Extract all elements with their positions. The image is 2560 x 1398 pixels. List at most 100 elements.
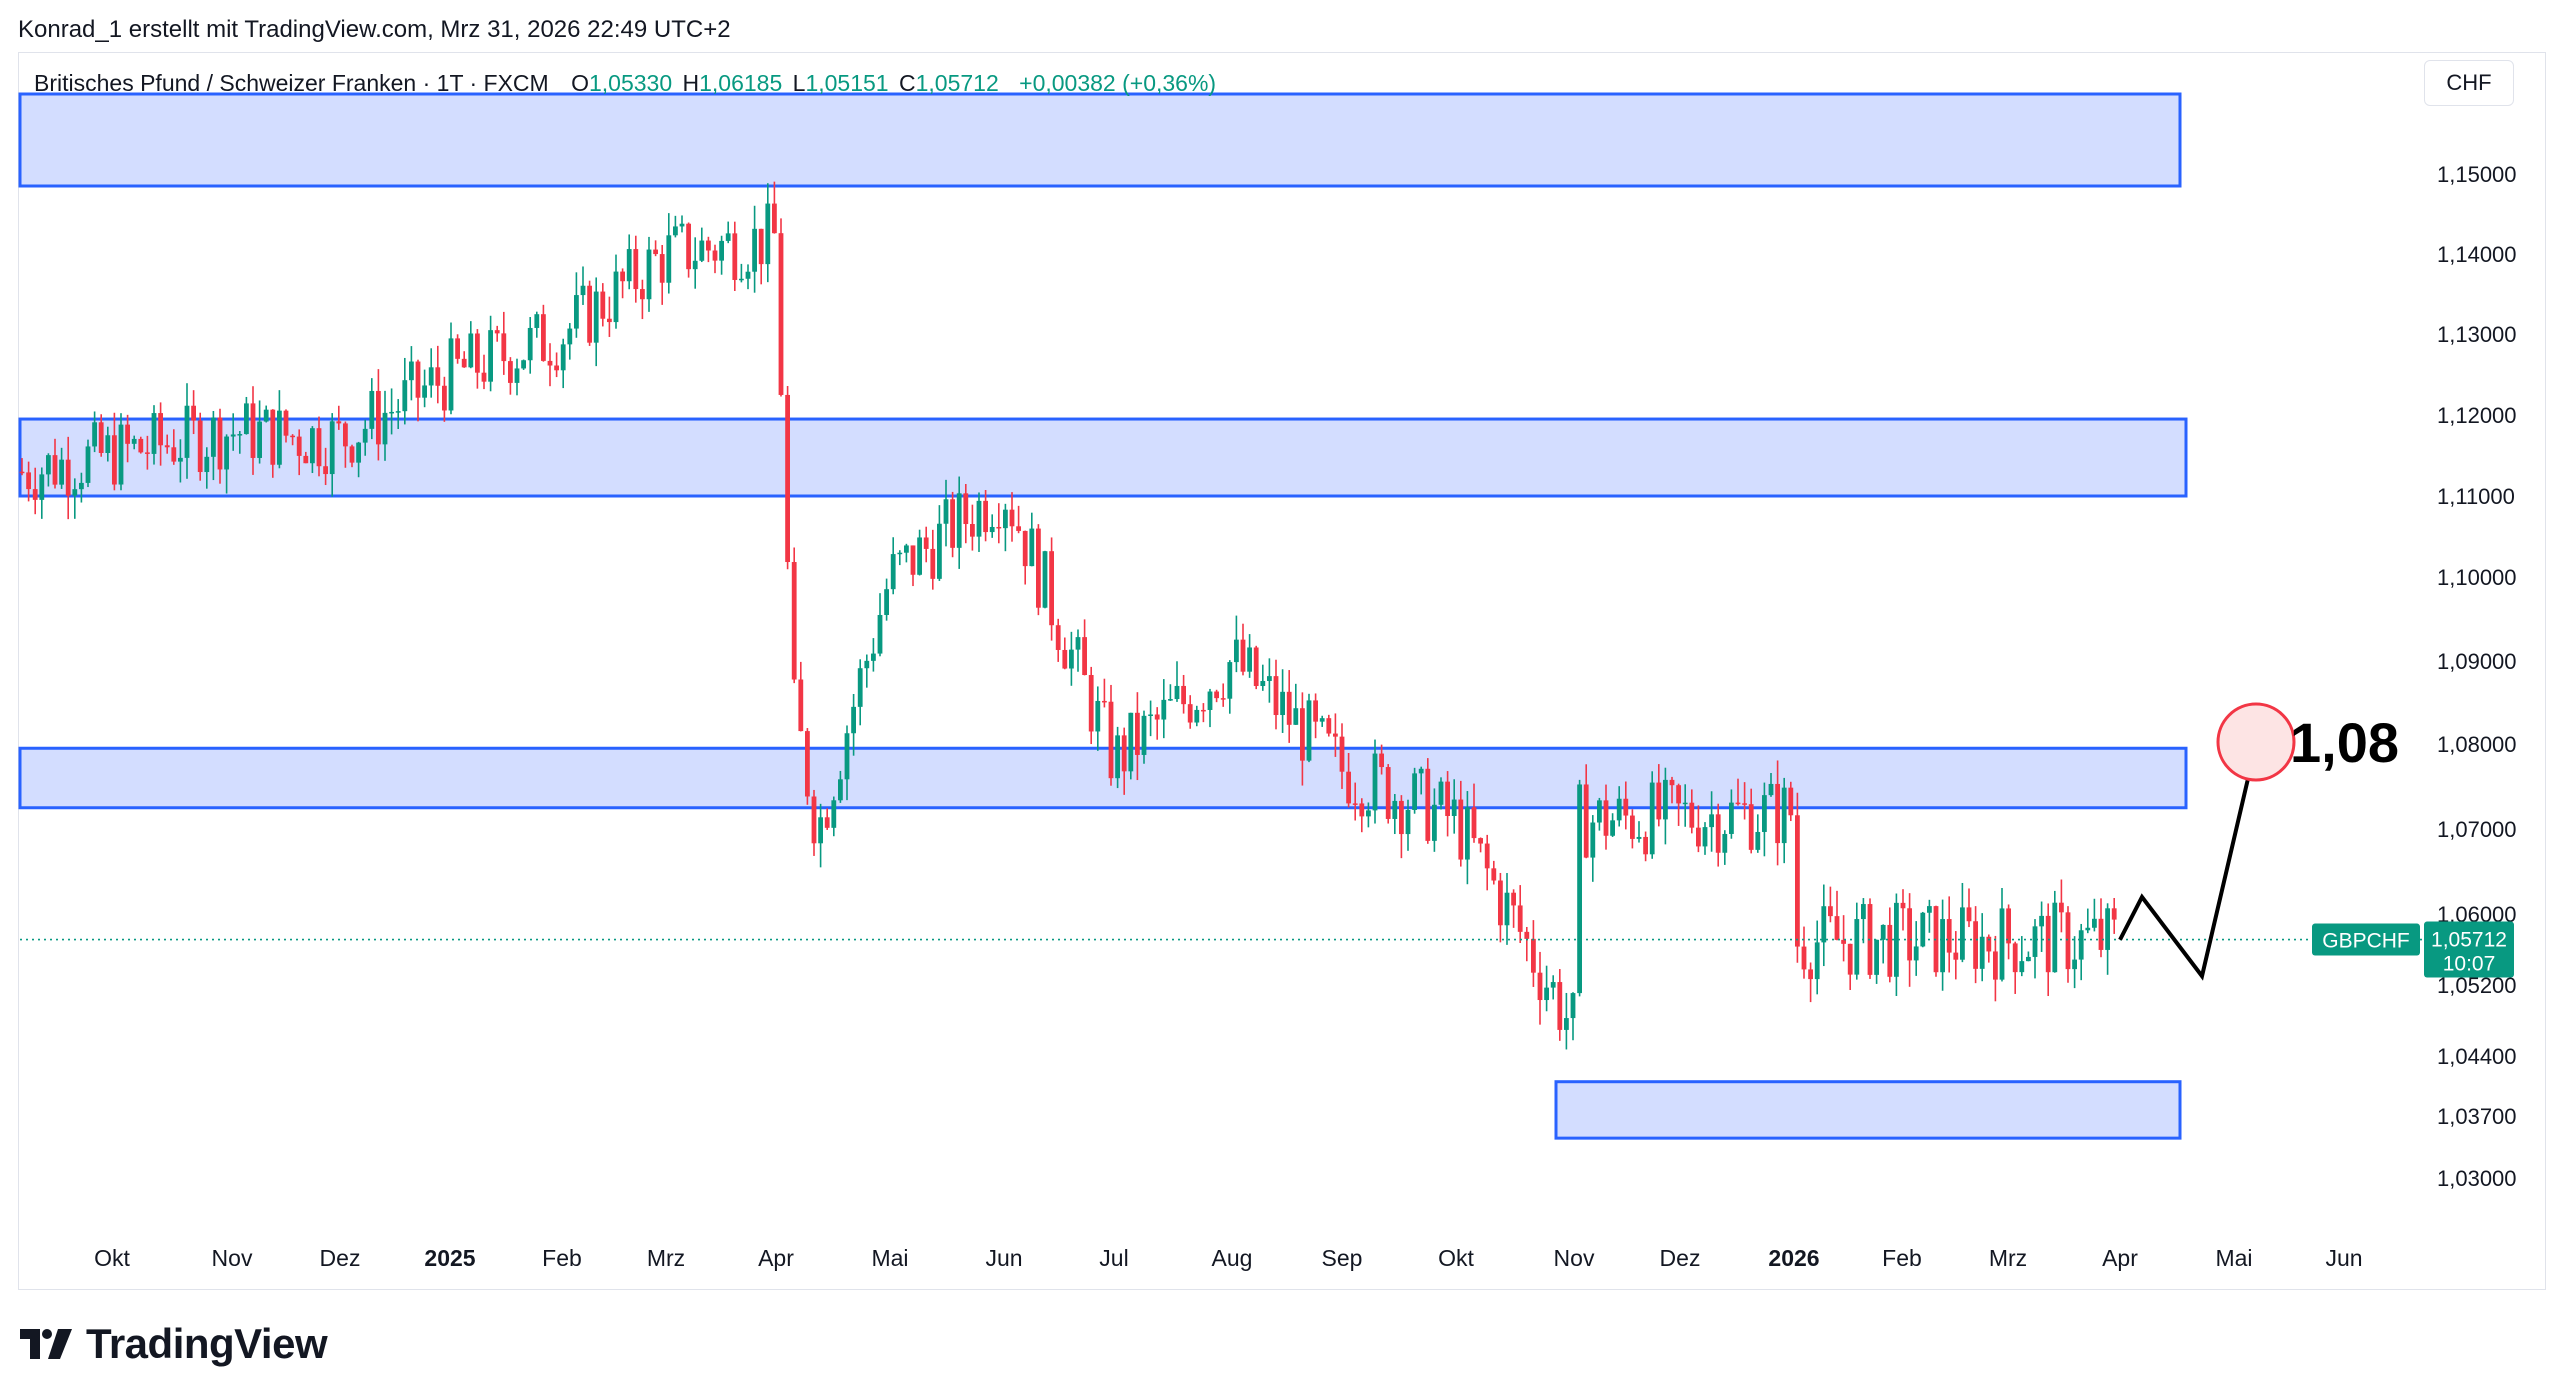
candle — [600, 283, 606, 327]
candle — [92, 411, 97, 453]
candle — [1544, 965, 1549, 1012]
candle — [1471, 783, 1477, 843]
candle — [1412, 767, 1417, 814]
candle — [1306, 693, 1312, 763]
candle — [996, 503, 1002, 544]
zone-1 — [18, 92, 2182, 188]
candle — [1022, 530, 1028, 585]
candle — [1537, 951, 1543, 1025]
x-tick-label: 2025 — [424, 1245, 475, 1271]
candle — [2065, 906, 2071, 983]
change-value: +0,00382 (+0,36%) — [1019, 70, 1217, 96]
candle — [864, 654, 870, 688]
y-tick-label: 1,09000 — [2437, 649, 2517, 674]
candle — [362, 419, 368, 456]
candle — [699, 227, 705, 263]
candle — [415, 359, 421, 422]
candle — [1854, 902, 1860, 980]
candle — [745, 264, 751, 290]
candle — [250, 386, 256, 475]
candle — [105, 426, 111, 462]
x-tick-label: Nov — [212, 1245, 253, 1271]
candle — [1484, 834, 1490, 891]
candle — [2059, 879, 2064, 933]
candle — [620, 268, 625, 299]
x-tick-label: Apr — [758, 1245, 794, 1271]
candle — [1861, 898, 1866, 944]
tradingview-logo-text: TradingView — [86, 1320, 328, 1367]
candle — [2098, 898, 2104, 958]
candle — [686, 222, 691, 278]
candle — [1927, 899, 1932, 933]
candle — [673, 215, 678, 238]
candle — [1009, 492, 1015, 542]
candle — [1682, 784, 1688, 827]
candle — [409, 346, 414, 401]
candle — [2039, 901, 2044, 952]
candle — [1696, 805, 1701, 853]
candle — [1636, 821, 1642, 843]
candle — [1564, 992, 1569, 1050]
candle — [633, 235, 639, 303]
candle — [131, 435, 137, 450]
candle — [1234, 615, 1239, 673]
candle — [1036, 524, 1041, 616]
candle — [1359, 798, 1365, 833]
y-axis: 1,15000 1,14000 1,13000 1,12000 1,11000 1,100… — [2437, 162, 2517, 1191]
candle — [1491, 860, 1497, 885]
candle — [580, 266, 586, 305]
candle — [989, 514, 995, 538]
candle — [646, 236, 652, 312]
candle — [310, 426, 315, 474]
y-tick-label: 1,12000 — [2437, 403, 2517, 428]
candle — [1385, 764, 1391, 824]
candle — [1379, 744, 1384, 775]
candle — [1788, 781, 1794, 822]
candle — [818, 803, 823, 868]
candle — [1161, 679, 1167, 739]
price-tag — [2424, 921, 2514, 978]
candle — [857, 659, 863, 726]
candle — [811, 789, 817, 856]
candle — [197, 412, 203, 481]
candle — [290, 434, 295, 446]
candle — [1511, 889, 1516, 928]
candle — [171, 429, 177, 465]
candle — [1286, 670, 1292, 743]
candle — [455, 334, 460, 364]
symbol-tag — [2312, 923, 2420, 956]
close-label: C — [898, 70, 916, 96]
candle — [1577, 779, 1582, 997]
candle — [1095, 686, 1101, 751]
x-tick-label: Jun — [985, 1245, 1022, 1271]
candle — [230, 413, 236, 451]
price-tag-countdown: 10:07 — [2443, 953, 2496, 976]
candle — [970, 504, 975, 551]
candle — [1973, 906, 1978, 984]
candle — [1260, 664, 1266, 691]
currency-selector[interactable]: CHF — [2424, 60, 2514, 106]
candle — [1003, 503, 1008, 552]
candle — [343, 421, 348, 468]
candle — [1141, 710, 1147, 764]
tradingview-logo[interactable]: TradingView — [20, 1320, 328, 1368]
candle — [547, 343, 553, 387]
candle — [1346, 753, 1351, 808]
candle — [1016, 505, 1021, 534]
candle — [283, 409, 289, 443]
candle — [1524, 926, 1530, 962]
candle — [752, 205, 757, 293]
candle — [871, 638, 876, 672]
candle — [1108, 684, 1114, 786]
candle — [1339, 723, 1345, 789]
x-tick-label: Nov — [1554, 1245, 1595, 1271]
candle — [1049, 537, 1054, 641]
candle — [1821, 884, 1827, 967]
candle — [1597, 797, 1602, 831]
zone-3 — [18, 746, 2188, 810]
chart-frame[interactable] — [18, 52, 2546, 1290]
y-tick-label: 1,14000 — [2437, 242, 2517, 267]
candle — [824, 808, 830, 830]
candle — [263, 405, 269, 423]
